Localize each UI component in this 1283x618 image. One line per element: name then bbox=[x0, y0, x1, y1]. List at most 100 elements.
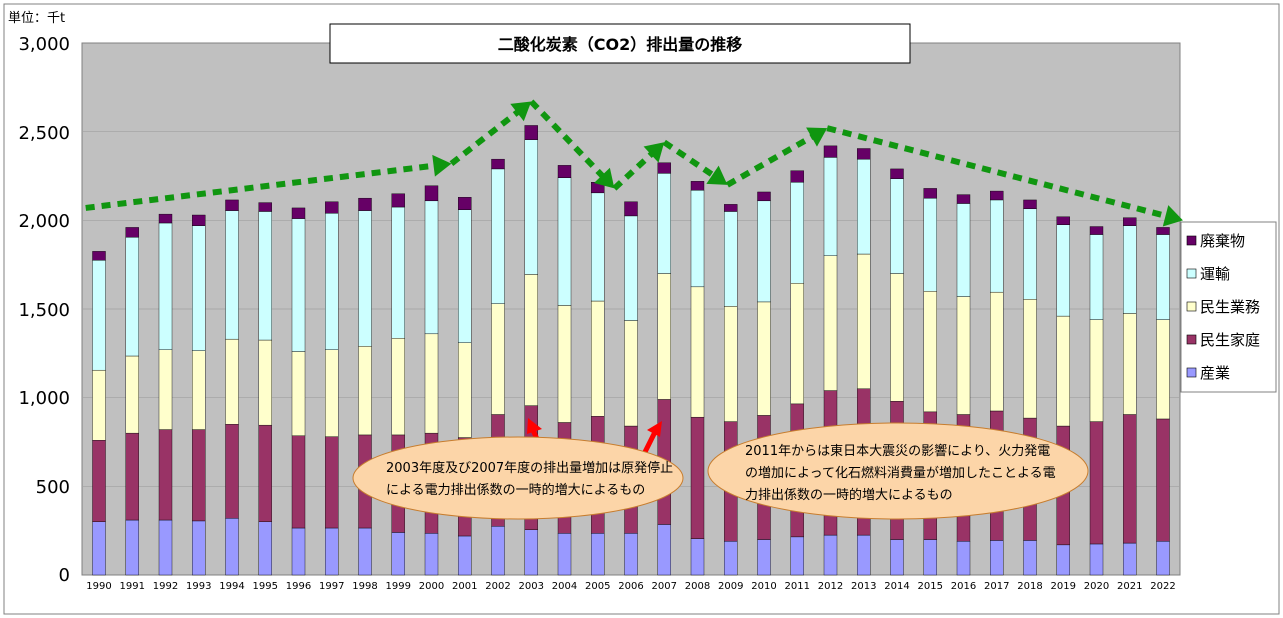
annotation-2-line-3: 力排出係数の一時的増大によるもの bbox=[745, 487, 953, 503]
x-tick-label: 2001 bbox=[452, 581, 477, 592]
bar-segment-2019-0 bbox=[1056, 544, 1070, 576]
bar-segment-2019-3 bbox=[1056, 224, 1070, 317]
bar-segment-2015-3 bbox=[923, 197, 937, 292]
y-tick-label: 1,500 bbox=[18, 300, 70, 321]
x-tick-label: 1994 bbox=[219, 581, 244, 592]
bar-segment-2001-3 bbox=[458, 209, 472, 343]
bar-segment-2004-4 bbox=[557, 165, 572, 178]
bar-segment-1990-0 bbox=[92, 521, 106, 576]
bar-segment-1997-0 bbox=[325, 527, 339, 576]
bar-segment-1997-2 bbox=[325, 349, 339, 437]
bar-segment-1991-0 bbox=[125, 519, 139, 576]
legend-box bbox=[1180, 221, 1277, 393]
bar-segment-2018-2 bbox=[1023, 299, 1037, 419]
bar-segment-2004-3 bbox=[557, 177, 572, 306]
bar-segment-2011-4 bbox=[790, 170, 804, 183]
bar-segment-1997-1 bbox=[325, 436, 339, 529]
x-tick-label: 1993 bbox=[186, 581, 211, 592]
trend-arrowhead bbox=[1162, 205, 1183, 227]
bar-segment-2001-0 bbox=[458, 535, 472, 576]
x-tick-label: 2000 bbox=[419, 581, 444, 592]
legend-swatch-transport bbox=[1186, 268, 1197, 279]
bar-segment-1994-0 bbox=[225, 518, 239, 576]
annotation-bubble-1 bbox=[352, 436, 684, 520]
bar-segment-2000-0 bbox=[424, 533, 439, 576]
trend-arrowhead bbox=[706, 165, 728, 185]
trend-arrowhead bbox=[593, 167, 615, 189]
legend: 廃棄物 運輸 民生業務 民生家庭 産業 bbox=[1180, 221, 1277, 393]
y-tick-label: 2,000 bbox=[18, 211, 70, 232]
bar-segment-1991-2 bbox=[125, 355, 139, 434]
bar-segment-2015-0 bbox=[923, 539, 937, 576]
bar-segment-1993-3 bbox=[192, 225, 206, 351]
trend-arrowhead bbox=[643, 142, 665, 163]
bar-segment-2022-4 bbox=[1156, 227, 1170, 235]
bar-segment-2015-4 bbox=[923, 188, 937, 199]
trend-arrowhead bbox=[806, 127, 828, 147]
x-tick-label: 2016 bbox=[951, 581, 976, 592]
bar-segment-2017-4 bbox=[990, 190, 1004, 201]
x-tick-label: 2022 bbox=[1150, 581, 1175, 592]
bar-segment-1997-3 bbox=[325, 213, 339, 350]
bar-segment-2017-0 bbox=[990, 540, 1004, 576]
bar-segment-2017-2 bbox=[990, 291, 1004, 412]
title-box bbox=[329, 23, 911, 64]
bar-segment-2003-2 bbox=[524, 274, 538, 406]
bar-segment-1995-3 bbox=[258, 211, 272, 341]
bar-segment-1994-4 bbox=[225, 199, 239, 211]
bar-segment-2021-4 bbox=[1123, 217, 1137, 226]
x-tick-label: 1995 bbox=[253, 581, 278, 592]
bar-segment-2011-3 bbox=[790, 182, 804, 284]
x-tick-label: 1997 bbox=[319, 581, 344, 592]
bar-segment-2014-3 bbox=[890, 178, 904, 274]
bar-segment-2009-2 bbox=[724, 306, 738, 422]
bar-segment-1998-0 bbox=[358, 527, 372, 576]
bar-segment-2002-2 bbox=[491, 303, 505, 415]
x-tick-label: 2021 bbox=[1117, 581, 1142, 592]
bar-segment-2020-0 bbox=[1089, 543, 1104, 576]
legend-label-household: 民生家庭 bbox=[1200, 331, 1260, 349]
legend-label-transport: 運輸 bbox=[1200, 265, 1230, 283]
bar-segment-1995-2 bbox=[258, 339, 272, 426]
bar-segment-2020-1 bbox=[1089, 421, 1104, 545]
bar-segment-2011-0 bbox=[790, 536, 804, 576]
x-tick-label: 2010 bbox=[751, 581, 776, 592]
bar-segment-2007-4 bbox=[657, 162, 671, 174]
bar-segment-2015-2 bbox=[923, 291, 937, 413]
x-tick-label: 2013 bbox=[851, 581, 876, 592]
bar-segment-2007-3 bbox=[657, 173, 671, 274]
bar-segment-1993-4 bbox=[192, 214, 206, 226]
annotation-1-line-1: 2003年度及び2007年度の排出量増加は原発停止 bbox=[386, 460, 673, 476]
bar-segment-1993-2 bbox=[192, 350, 206, 430]
y-tick-label: 1,000 bbox=[18, 388, 70, 409]
bar-segment-2013-0 bbox=[857, 534, 871, 576]
trend-arrows bbox=[85, 99, 1183, 227]
y-tick-label: 0 bbox=[59, 565, 70, 586]
bar-segment-2021-3 bbox=[1123, 225, 1137, 314]
bar-segment-1992-1 bbox=[158, 429, 173, 521]
bar-segment-1994-2 bbox=[225, 338, 239, 425]
bar-segment-2016-4 bbox=[956, 194, 971, 204]
legend-label-commercial: 民生業務 bbox=[1200, 298, 1260, 316]
bar-segment-2009-3 bbox=[724, 211, 738, 307]
bar-segment-2020-4 bbox=[1089, 226, 1104, 235]
bar-segment-1993-1 bbox=[192, 429, 206, 522]
y-tick-label: 3,000 bbox=[18, 34, 70, 55]
annotation-bubble-2 bbox=[707, 422, 1089, 520]
trend-segment bbox=[662, 139, 718, 180]
bar-segment-2005-3 bbox=[591, 192, 605, 302]
bar-segment-1999-2 bbox=[391, 338, 405, 436]
legend-swatch-waste bbox=[1186, 235, 1197, 246]
bar-segment-1991-1 bbox=[125, 432, 139, 521]
bar-segment-2006-4 bbox=[624, 201, 638, 217]
legend-label-waste: 廃棄物 bbox=[1200, 232, 1245, 250]
x-tick-label: 2006 bbox=[618, 581, 643, 592]
bar-segment-2020-3 bbox=[1089, 234, 1104, 320]
bar-segment-2016-0 bbox=[956, 541, 971, 576]
bar-segment-1990-1 bbox=[92, 440, 106, 522]
bar-segment-2010-4 bbox=[757, 191, 771, 202]
bar-segment-2006-3 bbox=[624, 215, 638, 321]
legend-swatch-commercial bbox=[1186, 301, 1197, 312]
legend-swatch-industry bbox=[1186, 367, 1197, 378]
